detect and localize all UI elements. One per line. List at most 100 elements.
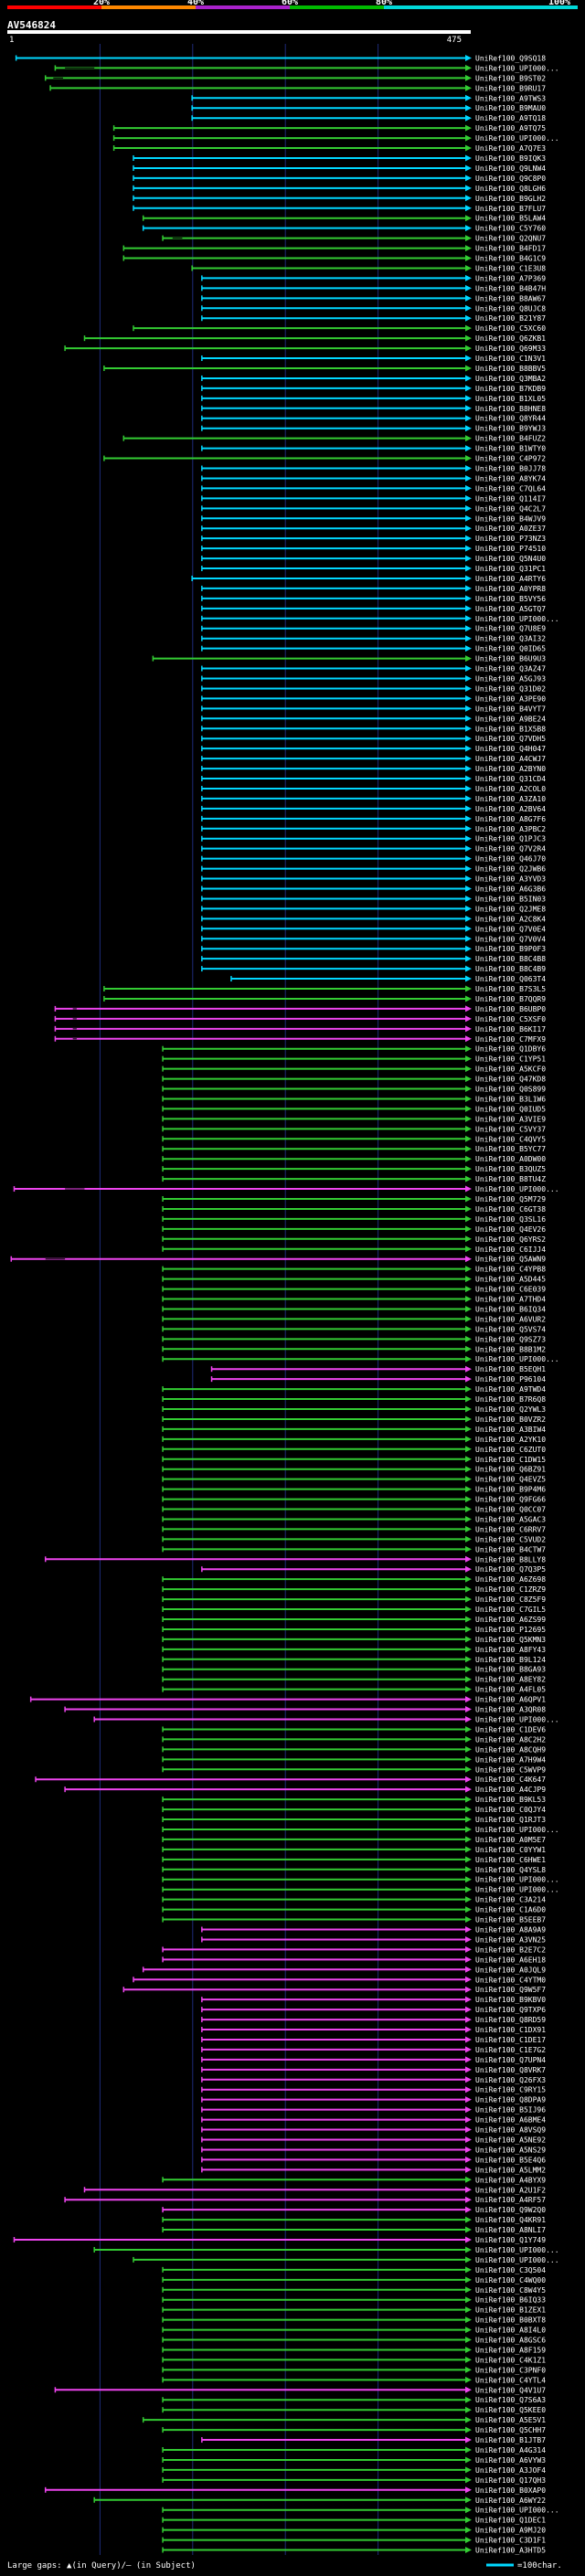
hit-row[interactable]: UniRef100_Q3MBA2 [201, 375, 546, 383]
hit-row[interactable]: UniRef100_A3YVD3 [201, 875, 546, 884]
hit-label[interactable]: UniRef100_Q8DPA9 [475, 2096, 546, 2104]
hit-label[interactable]: UniRef100_B1JTB7 [475, 2436, 546, 2444]
hit-row[interactable]: UniRef100_C5VY37 [162, 1125, 546, 1133]
hit-row[interactable]: UniRef100_C4YTL4 [162, 2376, 546, 2384]
hit-label[interactable]: UniRef100_A4RTY6 [475, 575, 546, 583]
hit-label[interactable]: UniRef100_B7R6Q8 [475, 1395, 546, 1404]
hit-row[interactable]: UniRef100_A5GAC3 [162, 1515, 546, 1523]
hit-label[interactable]: UniRef100_Q8VRK7 [475, 2066, 546, 2074]
hit-label[interactable]: UniRef100_UPI000... [475, 64, 559, 72]
hit-label[interactable]: UniRef100_A3ZA10 [475, 795, 546, 803]
hit-label[interactable]: UniRef100_C7QL64 [475, 484, 546, 493]
hit-label[interactable]: UniRef100_Q4C2L7 [475, 504, 546, 513]
hit-row[interactable]: UniRef100_Q69M33 [64, 345, 546, 353]
hit-label[interactable]: UniRef100_B2E7C2 [475, 1945, 546, 1954]
hit-row[interactable]: UniRef100_Q7VDH5 [201, 735, 546, 743]
hit-label[interactable]: UniRef100_B5EEB7 [475, 1916, 546, 1924]
hit-label[interactable]: UniRef100_Q0ID65 [475, 645, 546, 653]
hit-row[interactable]: UniRef100_C5Y760 [142, 225, 547, 233]
hit-row[interactable]: UniRef100_B5IJ96 [201, 2106, 546, 2115]
hit-label[interactable]: UniRef100_Q3SL16 [475, 1215, 546, 1224]
hit-label[interactable]: UniRef100_A7THD4 [475, 1296, 546, 1304]
hit-row[interactable]: UniRef100_B8TU4Z [162, 1175, 546, 1183]
hit-label[interactable]: UniRef100_A2BV64 [475, 805, 546, 813]
hit-row[interactable]: UniRef100_A4BYX9 [162, 2176, 546, 2184]
hit-label[interactable]: UniRef100_Q6ZKB1 [475, 334, 546, 343]
hit-label[interactable]: UniRef100_B0BXT8 [475, 2316, 546, 2325]
hit-row[interactable]: UniRef100_B1JTB7 [201, 2436, 546, 2444]
hit-row[interactable]: UniRef100_B9YWJ3 [201, 425, 546, 433]
hit-label[interactable]: UniRef100_A8A9A9 [475, 1926, 546, 1935]
hit-label[interactable]: UniRef100_C1DE17 [475, 2036, 546, 2044]
hit-label[interactable]: UniRef100_B9GLH2 [475, 195, 546, 203]
hit-label[interactable]: UniRef100_Q69M33 [475, 345, 546, 353]
hit-label[interactable]: UniRef100_C1ZRZ9 [475, 1585, 546, 1594]
hit-row[interactable]: UniRef100_B5EEB7 [162, 1916, 546, 1924]
hit-row[interactable]: UniRef100_B5IN03 [201, 895, 546, 903]
hit-label[interactable]: UniRef100_A5E5V1 [475, 2416, 546, 2424]
hit-label[interactable]: UniRef100_P96104 [475, 1375, 546, 1383]
hit-row[interactable]: UniRef100_C5XC60 [133, 324, 546, 333]
hit-row[interactable]: UniRef100_B8HNE8 [201, 405, 546, 413]
hit-row[interactable]: UniRef100_B8GA93 [162, 1666, 546, 1674]
hit-label[interactable]: UniRef100_C6E039 [475, 1286, 546, 1294]
hit-label[interactable]: UniRef100_C1DW15 [475, 1456, 546, 1464]
hit-label[interactable]: UniRef100_A2YK10 [475, 1436, 546, 1444]
hit-label[interactable]: UniRef100_A0YPR8 [475, 585, 546, 593]
hit-label[interactable]: UniRef100_A5D445 [475, 1276, 546, 1284]
hit-label[interactable]: UniRef100_Q1RJT3 [475, 1816, 546, 1824]
hit-label[interactable]: UniRef100_Q3AI32 [475, 635, 546, 643]
hit-row[interactable]: UniRef100_B7KDB9 [201, 385, 546, 393]
hit-label[interactable]: UniRef100_Q7VDH5 [475, 735, 546, 743]
hit-row[interactable]: UniRef100_C6E039 [162, 1286, 546, 1294]
hit-label[interactable]: UniRef100_Q8LGH6 [475, 185, 546, 193]
hit-row[interactable]: UniRef100_A0M5E7 [162, 1836, 546, 1844]
hit-label[interactable]: UniRef100_UPI000... [475, 1826, 559, 1834]
hit-row[interactable]: UniRef100_B9RU17 [49, 84, 546, 92]
hit-row[interactable]: UniRef100_UPI000... [93, 1716, 559, 1724]
hit-row[interactable]: UniRef100_Q17QH3 [162, 2476, 546, 2485]
hit-row[interactable]: UniRef100_A8NLI7 [162, 2226, 546, 2234]
hit-row[interactable]: UniRef100_Q7Q3P5 [201, 1565, 546, 1574]
hit-label[interactable]: UniRef100_C7MFX9 [475, 1035, 546, 1044]
hit-label[interactable]: UniRef100_Q7Q3P5 [475, 1565, 546, 1574]
hit-row[interactable]: UniRef100_A3VIE9 [162, 1115, 546, 1123]
hit-row[interactable]: UniRef100_UPI000... [112, 134, 559, 143]
hit-label[interactable]: UniRef100_A3VIE9 [475, 1115, 546, 1123]
hit-label[interactable]: UniRef100_Q4YSL8 [475, 1866, 546, 1874]
hit-label[interactable]: UniRef100_B7FLU7 [475, 205, 546, 213]
hit-row[interactable]: UniRef100_B6U9U3 [152, 655, 546, 663]
hit-label[interactable]: UniRef100_B5IN03 [475, 895, 546, 903]
hit-row[interactable]: UniRef100_B3QUZ5 [162, 1165, 546, 1173]
hit-label[interactable]: UniRef100_Q5VS74 [475, 1325, 546, 1333]
hit-label[interactable]: UniRef100_Q26FX3 [475, 2076, 546, 2084]
hit-row[interactable]: UniRef100_A3PE90 [201, 694, 546, 703]
hit-label[interactable]: UniRef100_C5Y760 [475, 225, 546, 233]
hit-label[interactable]: UniRef100_A5KCF0 [475, 1065, 546, 1074]
hit-row[interactable]: UniRef100_A4RF57 [64, 2196, 546, 2204]
hit-row[interactable]: UniRef100_C3PNF0 [162, 2366, 546, 2374]
hit-row[interactable]: UniRef100_Q4EV26 [162, 1225, 546, 1234]
hit-label[interactable]: UniRef100_Q47KD8 [475, 1076, 546, 1084]
hit-row[interactable]: UniRef100_Q3AZ47 [201, 665, 546, 673]
hit-label[interactable]: UniRef100_A2U1F2 [475, 2186, 546, 2194]
hit-row[interactable]: UniRef100_A7H9W4 [162, 1755, 546, 1764]
hit-label[interactable]: UniRef100_B1XL05 [475, 395, 546, 403]
hit-label[interactable]: UniRef100_B8BBV5 [475, 365, 546, 373]
hit-row[interactable]: UniRef100_B0XAP0 [44, 2486, 547, 2495]
hit-row[interactable]: UniRef100_C1ZRZ9 [162, 1585, 546, 1594]
hit-label[interactable]: UniRef100_A5NS29 [475, 2146, 546, 2154]
hit-label[interactable]: UniRef100_A4G314 [475, 2446, 546, 2454]
hit-row[interactable]: UniRef100_A4FL05 [162, 1686, 546, 1694]
hit-row[interactable]: UniRef100_B5YC77 [162, 1145, 546, 1153]
hit-row[interactable]: UniRef100_C5WVP9 [162, 1765, 546, 1774]
hit-label[interactable]: UniRef100_Q5M729 [475, 1195, 546, 1203]
hit-row[interactable]: UniRef100_C1A6D0 [162, 1906, 546, 1914]
hit-label[interactable]: UniRef100_C6HWE1 [475, 1856, 546, 1864]
hit-label[interactable]: UniRef100_A6VUR2 [475, 1315, 546, 1323]
hit-row[interactable]: UniRef100_A0JQL9 [142, 1966, 547, 1974]
hit-label[interactable]: UniRef100_A4BYX9 [475, 2176, 546, 2184]
hit-row[interactable]: UniRef100_Q5M729 [162, 1195, 546, 1203]
hit-row[interactable]: UniRef100_A9TQ75 [112, 124, 547, 133]
hit-row[interactable]: UniRef100_Q2JWB6 [201, 865, 546, 874]
